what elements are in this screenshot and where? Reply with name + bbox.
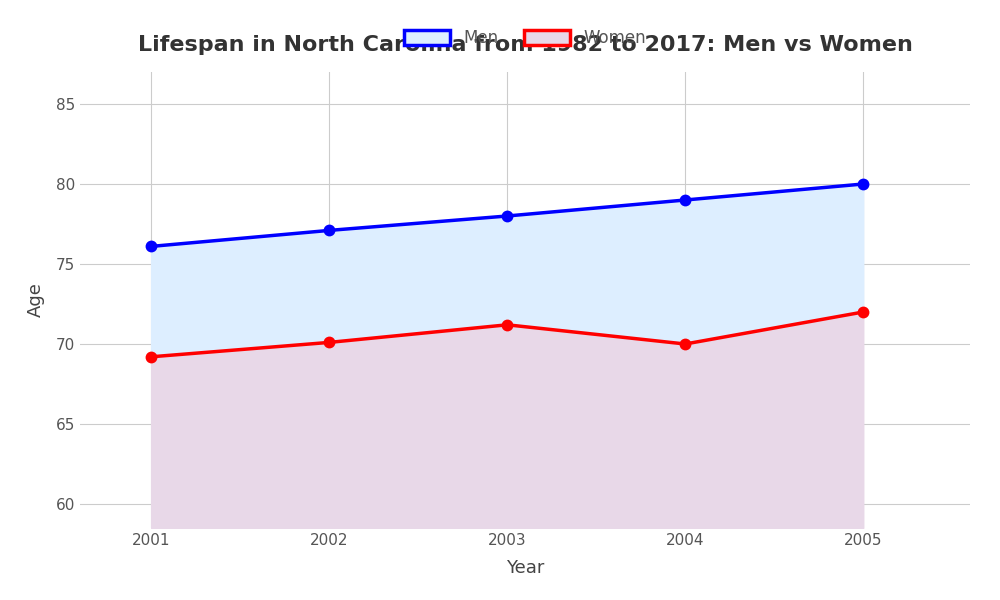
- X-axis label: Year: Year: [506, 559, 544, 577]
- Title: Lifespan in North Carolina from 1982 to 2017: Men vs Women: Lifespan in North Carolina from 1982 to …: [138, 35, 912, 55]
- Legend: Men, Women: Men, Women: [395, 21, 655, 56]
- Y-axis label: Age: Age: [27, 283, 45, 317]
